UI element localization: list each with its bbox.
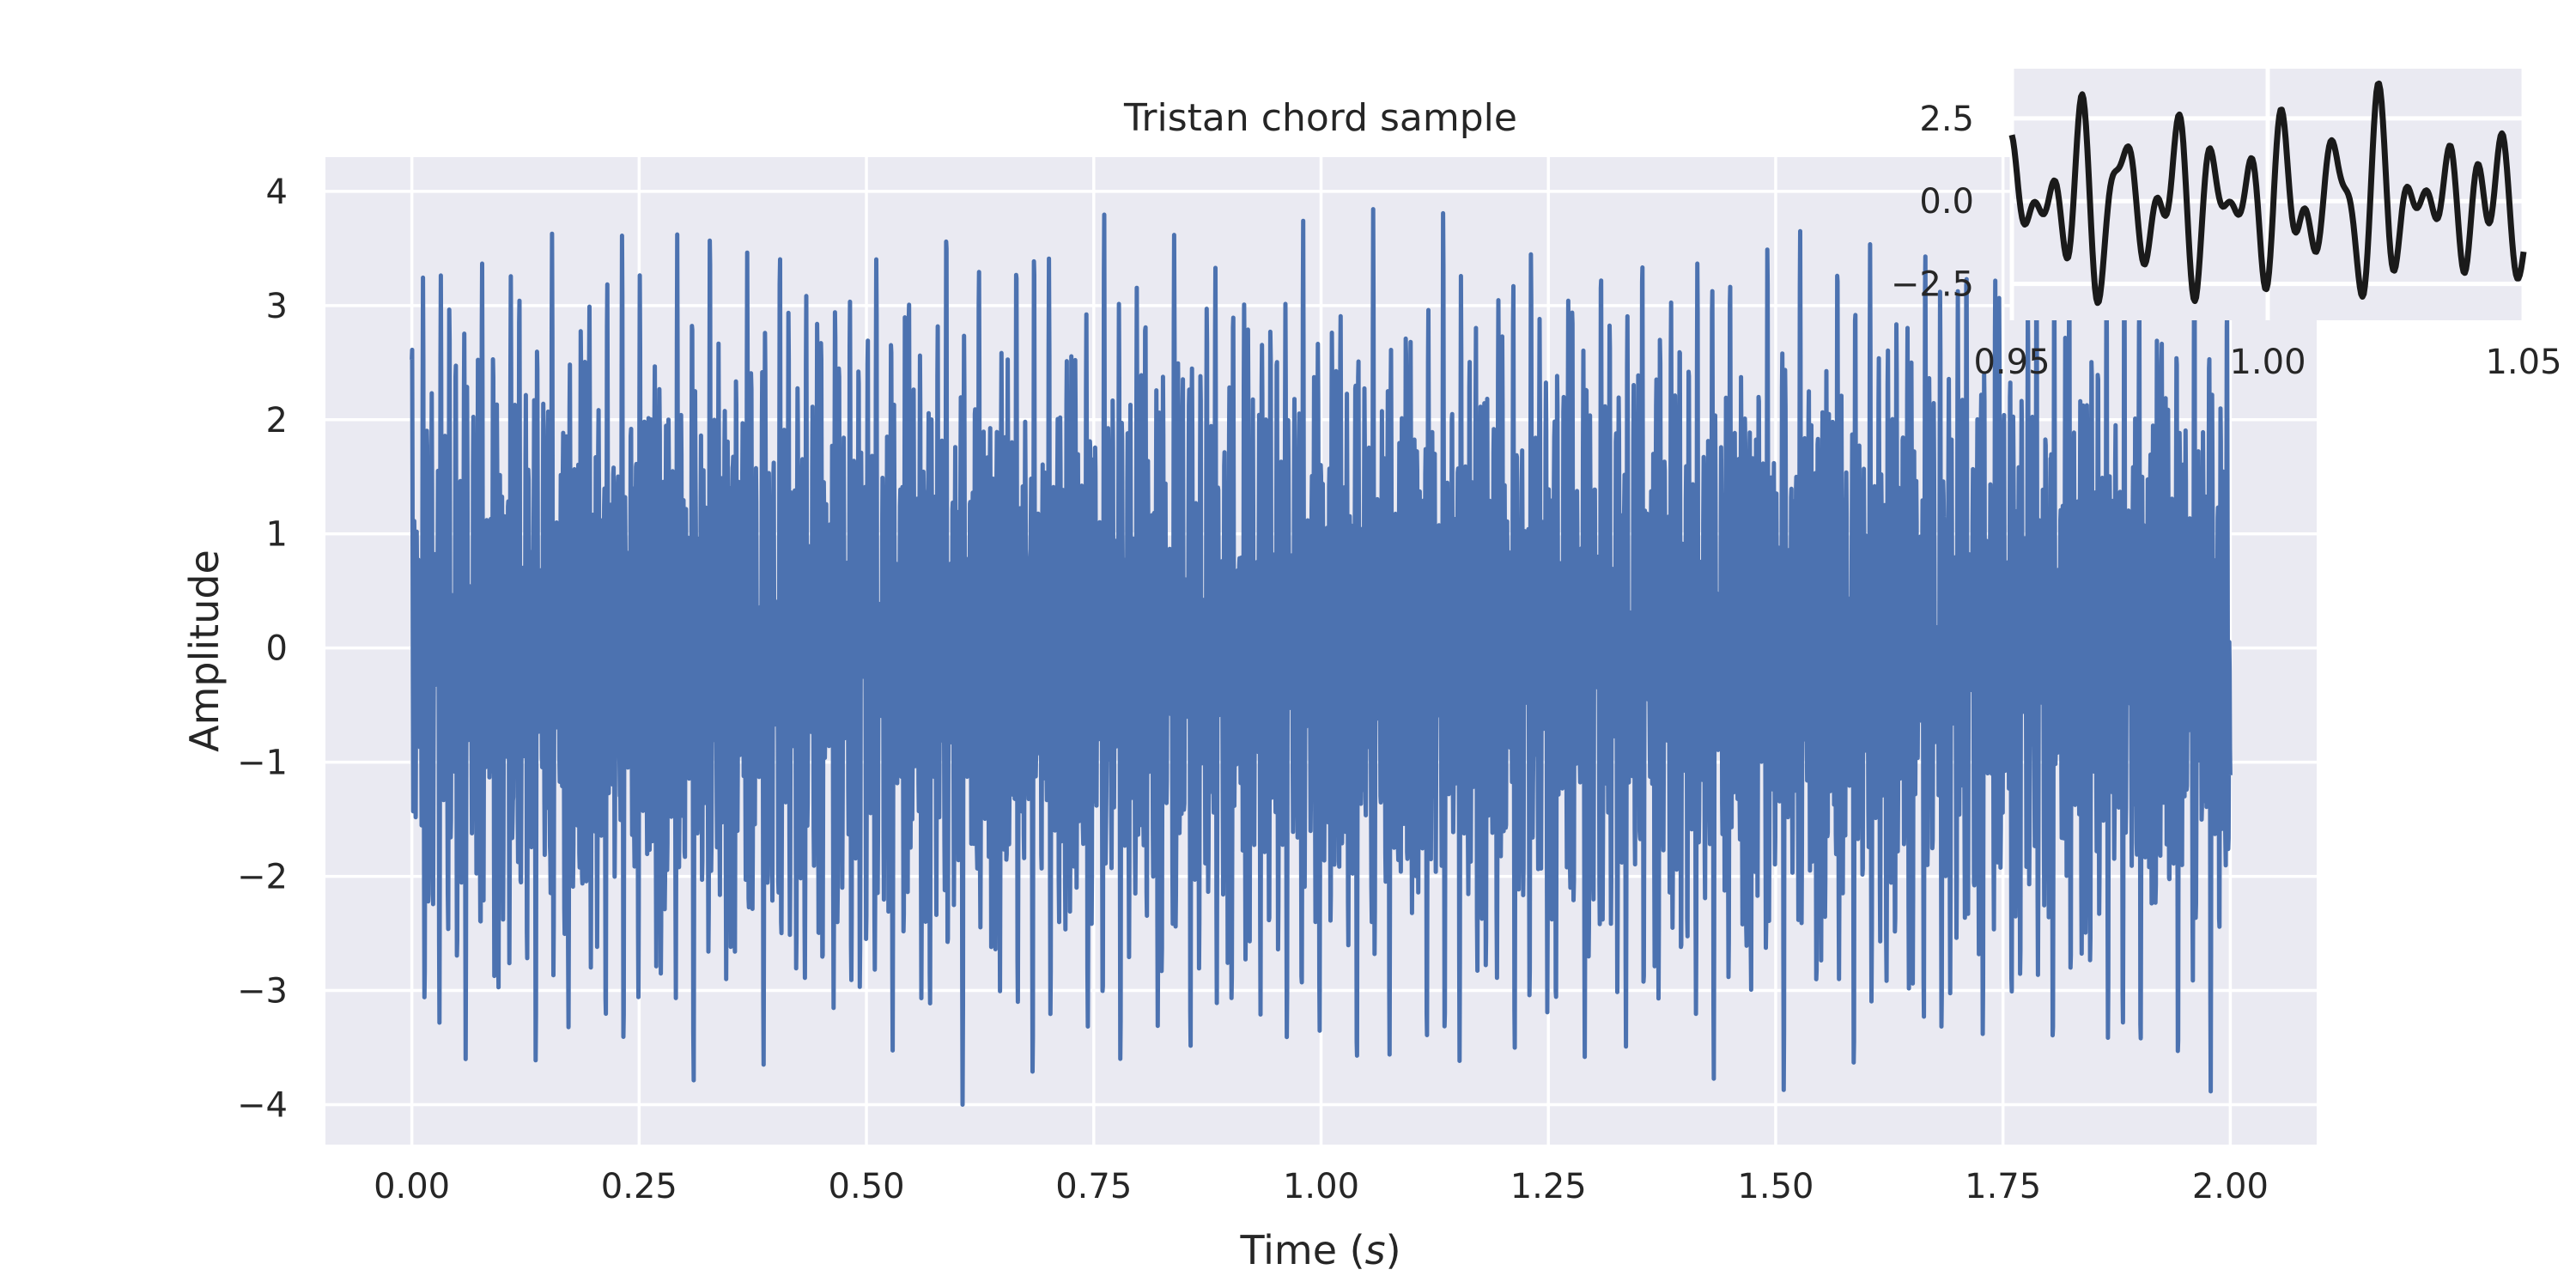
x-tick-label: 1.05 (2485, 343, 2561, 382)
x-tick-label: 0.75 (1055, 1167, 1132, 1206)
inset-y-tick-labels: −2.5 0.0 2.5 (1891, 100, 1974, 305)
x-tick-label: 0.50 (829, 1167, 905, 1206)
x-tick-label: 1.25 (1510, 1167, 1587, 1206)
inset-axes: 0.95 1.00 1.05 −2.5 0.0 2.5 (1891, 69, 2562, 382)
x-axis-label-text: Time ( (1239, 1227, 1364, 1273)
inset-series-line (2008, 80, 2527, 307)
x-tick-label: 1.75 (1965, 1167, 2041, 1206)
x-tick-label: 0.95 (1973, 343, 2050, 382)
y-tick-label: −4 (237, 1085, 288, 1125)
main-series-line (410, 195, 2233, 1107)
x-axis-label-close: ) (1386, 1227, 1401, 1273)
y-tick-label: −3 (237, 972, 288, 1012)
y-tick-label: 2 (266, 401, 288, 440)
y-tick-label: 1 (266, 515, 288, 555)
main-axes: 0.00 0.25 0.50 0.75 1.00 1.25 1.50 1.75 2.00 −4−… (181, 96, 2317, 1273)
x-axis-label-variable: s (1365, 1227, 1386, 1273)
x-tick-label: 1.00 (2229, 343, 2306, 382)
x-tick-label: 1.00 (1283, 1167, 1359, 1206)
y-tick-label: 0 (266, 629, 288, 669)
main-y-tick-labels: −4 −3 −2 −1 0 1 2 3 4 (237, 173, 288, 1126)
main-x-tick-labels: 0.00 0.25 0.50 0.75 1.00 1.25 1.50 1.75 2.00 (374, 1167, 2269, 1206)
y-tick-label: −2.5 (1891, 265, 1974, 305)
x-tick-label: 2.00 (2192, 1167, 2269, 1206)
y-tick-label: 0.0 (1919, 182, 1974, 222)
y-tick-label: 4 (266, 173, 288, 212)
y-tick-label: −2 (237, 858, 288, 897)
y-tick-label: 3 (266, 287, 288, 326)
y-tick-label: 2.5 (1919, 100, 1974, 139)
y-tick-label: −1 (237, 744, 288, 783)
x-axis-label: Time (s) (1239, 1227, 1400, 1273)
x-tick-label: 0.25 (601, 1167, 677, 1206)
chart-title: Tristan chord sample (1123, 96, 1517, 140)
x-tick-label: 1.50 (1737, 1167, 1814, 1206)
inset-x-tick-labels: 0.95 1.00 1.05 (1973, 343, 2561, 382)
y-axis-label: Amplitude (181, 550, 228, 752)
x-tick-label: 0.00 (374, 1167, 450, 1206)
